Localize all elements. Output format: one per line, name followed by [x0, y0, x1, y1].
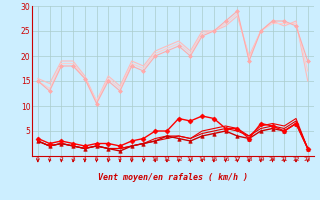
X-axis label: Vent moyen/en rafales ( km/h ): Vent moyen/en rafales ( km/h ) — [98, 174, 248, 182]
